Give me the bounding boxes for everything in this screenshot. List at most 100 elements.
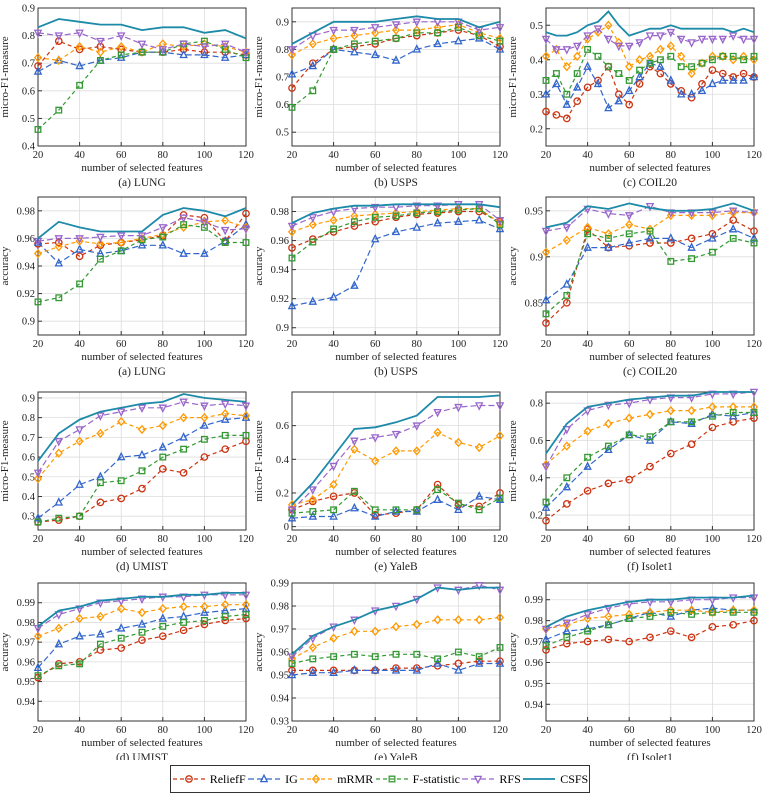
y-tick-label: 0.92 <box>17 289 35 300</box>
data-point <box>137 449 147 459</box>
data-point <box>200 420 209 429</box>
data-point <box>583 637 592 646</box>
data-point <box>54 235 64 244</box>
data-point <box>542 310 550 318</box>
data-point <box>159 453 167 461</box>
series-line-fstatistic <box>291 646 501 665</box>
data-point <box>391 506 401 515</box>
data-point <box>371 456 380 466</box>
x-axis-label: number of selected features <box>589 351 710 363</box>
data-point <box>96 498 105 507</box>
x-tick-label: 100 <box>197 725 213 736</box>
y-tick-label: 0.94 <box>271 694 290 705</box>
data-point <box>645 233 655 242</box>
y-tick-label: 0.9 <box>22 4 35 15</box>
data-point <box>76 280 84 288</box>
data-point <box>454 499 462 507</box>
data-point <box>454 35 463 45</box>
data-point <box>179 222 188 233</box>
y-tick-label: 0.4 <box>22 492 36 503</box>
subplot-caption: (c) COIL20 <box>623 366 677 378</box>
data-point <box>138 628 146 636</box>
data-point <box>496 37 504 45</box>
x-tick-label: 120 <box>492 150 508 161</box>
x-tick-label: 20 <box>541 534 552 545</box>
series-line-csfs <box>37 393 247 462</box>
data-point <box>137 40 147 50</box>
data-point <box>687 418 696 427</box>
data-point <box>625 219 634 230</box>
data-point <box>117 477 125 485</box>
chart-panel: 0.5 0.6 0.7 0.8 0.9 20 40 60 80 100 120 number of s… <box>253 7 508 189</box>
legend-item: F-statistic <box>375 772 460 787</box>
y-tick-label: 0 <box>284 522 289 533</box>
data-point <box>179 412 188 423</box>
data-point <box>329 215 338 225</box>
data-point <box>158 603 167 614</box>
data-point <box>495 494 505 503</box>
data-point <box>392 212 400 220</box>
y-tick-label: 0.94 <box>17 697 36 708</box>
data-point <box>708 423 717 432</box>
data-point <box>33 469 43 479</box>
y-tick-label: 0.93 <box>271 717 289 728</box>
data-point <box>179 49 188 59</box>
data-point <box>718 75 728 84</box>
data-point <box>96 255 104 263</box>
data-point <box>200 43 209 52</box>
data-point <box>604 611 613 622</box>
plot-frame <box>37 7 247 147</box>
y-tick-label: 0.5 <box>22 472 35 483</box>
x-tick-label: 100 <box>705 534 721 545</box>
data-point <box>179 601 188 612</box>
data-point <box>287 512 297 522</box>
data-point <box>541 227 551 237</box>
data-point <box>646 59 654 67</box>
data-point <box>117 494 126 503</box>
x-tick-label: 100 <box>705 150 721 161</box>
y-tick-label: 0.9 <box>276 323 289 334</box>
data-point <box>646 633 654 642</box>
y-tick-label: 0.94 <box>271 265 290 276</box>
series-line-fstatistic <box>545 611 754 647</box>
data-point <box>76 660 84 668</box>
x-tick-label: 120 <box>238 725 254 736</box>
data-point <box>433 408 442 418</box>
data-point <box>552 70 560 77</box>
data-point <box>308 486 318 495</box>
data-point <box>687 88 696 98</box>
subplot-caption: (a) LUNG <box>118 366 166 378</box>
series-line-relieff <box>37 440 247 523</box>
data-point <box>242 431 250 439</box>
data-point <box>220 226 230 236</box>
data-point <box>667 257 675 265</box>
data-point <box>749 402 759 412</box>
x-tick-label: 20 <box>287 725 298 736</box>
data-point <box>666 611 676 620</box>
y-tick-label: 0.99 <box>271 579 289 590</box>
x-tick-label: 100 <box>705 339 721 350</box>
y-tick-label: 0.4 <box>276 455 290 466</box>
data-point <box>370 434 380 443</box>
data-point <box>138 636 146 645</box>
data-point <box>474 491 484 500</box>
data-point <box>350 665 359 674</box>
data-point <box>677 63 685 71</box>
series-line-ig <box>545 411 755 509</box>
chart-panel: 0.2 0.4 0.6 0.8 20 40 60 80 100 120 number of sele… <box>507 388 762 573</box>
x-tick-label: 20 <box>33 150 44 161</box>
y-axis-label: micro-F1-measure <box>253 36 265 117</box>
x-tick-label: 100 <box>451 339 467 350</box>
data-point <box>708 210 717 221</box>
plot-frame <box>545 196 755 336</box>
data-point <box>392 650 400 658</box>
data-point <box>287 227 297 237</box>
x-tick-label: 20 <box>541 339 552 350</box>
data-point <box>350 40 358 48</box>
data-point <box>330 506 338 514</box>
data-point <box>572 42 582 52</box>
data-point <box>220 400 230 410</box>
data-point <box>614 42 624 52</box>
data-point <box>433 38 442 48</box>
data-point <box>412 18 422 28</box>
